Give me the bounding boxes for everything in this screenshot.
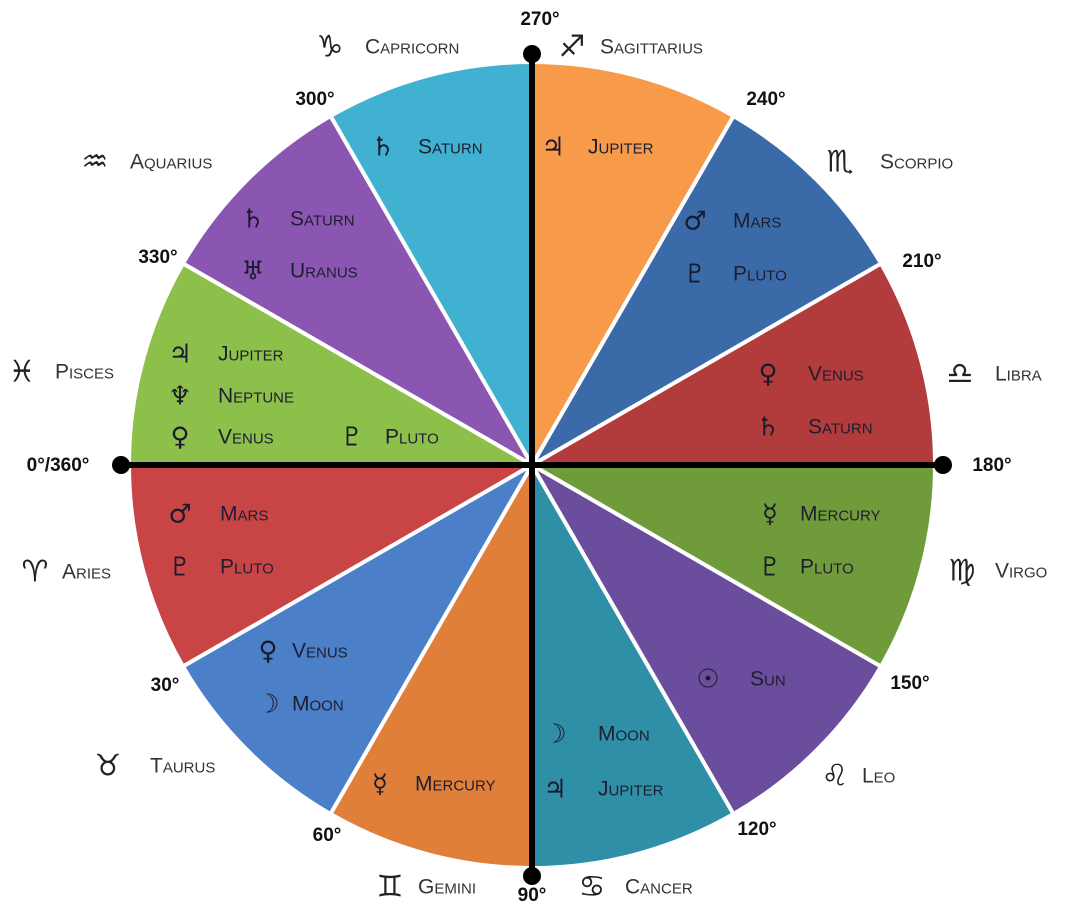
sign-wedge [126,463,540,670]
planet-glyph: ♄ [241,205,264,235]
sign-glyph: ♓ [9,355,36,390]
axis-dot [934,456,952,474]
planet-glyph: ♂ [168,500,191,530]
degree-label: 210° [902,251,941,272]
degree-label: 300° [295,89,334,110]
sign-name: Aries [62,561,111,584]
degree-label: 240° [746,89,785,110]
sign-glyph: ♌ [822,759,849,794]
planet-glyph: ☽ [543,720,566,750]
planet-name: Moon [292,693,344,716]
axis-dot [523,867,541,885]
sign-wedge [126,260,540,467]
axis-dot [112,456,130,474]
degree-label: 180° [972,455,1011,476]
planet-name: Pluto [800,556,854,579]
sign-wedge [526,113,884,471]
sign-glyph: ♏ [827,145,854,180]
planet-name: Saturn [418,136,483,159]
planet-glyph: ♀ [258,637,277,667]
sign-name: Virgo [995,560,1047,583]
sign-name: Scorpio [880,151,953,174]
degree-label: 30° [151,675,180,696]
sign-name: Leo [862,765,895,788]
planet-name: Saturn [808,416,873,439]
planet-glyph: ♄ [371,133,394,163]
planet-glyph: ☉ [696,665,719,695]
sign-glyph: ♒ [82,145,109,180]
planet-name: Sun [750,668,786,691]
planet-name: Jupiter [588,136,654,159]
sign-name: Capricorn [365,36,459,59]
planet-name: Pluto [385,426,439,449]
sign-glyph: ♋ [579,870,606,905]
degree-label: 120° [737,819,776,840]
planet-name: Venus [808,363,864,386]
planet-glyph: ☽ [256,690,279,720]
sign-wedge [530,457,737,871]
sign-glyph: ♈ [22,555,49,590]
sign-glyph: ♍ [949,554,976,589]
sign-wedge [530,59,737,473]
sign-name: Pisces [55,361,114,384]
planet-name: Pluto [220,556,274,579]
planet-name: Mars [733,210,781,233]
axis-dot [523,45,541,63]
planet-glyph: ♃ [168,340,191,370]
degree-label: 270° [520,9,559,30]
sign-glyph: ♑ [317,30,344,65]
planet-glyph: ♇ [168,553,191,583]
planet-name: Mercury [415,773,496,796]
planet-name: Mercury [800,503,881,526]
sign-wedge [327,457,534,871]
planet-name: Jupiter [218,343,284,366]
sign-name: Taurus [150,755,215,778]
sign-glyph: ♊ [377,870,404,905]
degree-label: 90° [518,885,547,906]
planet-glyph: ♃ [543,775,566,805]
planet-name: Venus [292,640,348,663]
degree-label: 60° [313,825,342,846]
planet-glyph: ♇ [340,423,363,453]
planet-glyph: ♅ [241,257,264,287]
sign-glyph: ♉ [95,749,122,784]
planet-glyph: ☿ [762,500,778,530]
planet-glyph: ♇ [758,553,781,583]
planet-name: Pluto [733,263,787,286]
planet-glyph: ♀ [170,423,189,453]
planet-glyph: ♃ [541,133,564,163]
planet-name: Mars [220,503,268,526]
sign-wedge [526,459,884,817]
planet-glyph: ☿ [372,770,388,800]
planet-glyph: ♀ [758,360,777,390]
planet-name: Neptune [218,385,294,408]
sign-name: Aquarius [130,151,212,174]
planet-glyph: ♂ [683,207,706,237]
sign-name: Sagittarius [600,36,703,59]
planet-glyph: ♄ [756,413,779,443]
sign-wedge [524,260,938,467]
sign-name: Libra [995,363,1042,386]
planet-name: Saturn [290,208,355,231]
degree-label: 330° [138,247,177,268]
planet-glyph: ♇ [683,260,706,290]
planet-name: Jupiter [598,778,664,801]
sign-wedge [180,459,538,817]
sign-name: Gemini [418,876,476,899]
sign-wedge [180,113,538,471]
degree-label: 0°/360° [27,455,90,476]
planet-glyph: ♆ [168,382,191,412]
sign-wedge [327,59,534,473]
planet-name: Moon [598,723,650,746]
degree-label: 150° [890,673,929,694]
sign-name: Cancer [625,876,693,899]
sign-glyph: ♐ [559,30,586,65]
sign-glyph: ♎ [947,357,974,392]
planet-name: Uranus [290,260,358,283]
sign-wedge [524,463,938,670]
planet-name: Venus [218,426,274,449]
